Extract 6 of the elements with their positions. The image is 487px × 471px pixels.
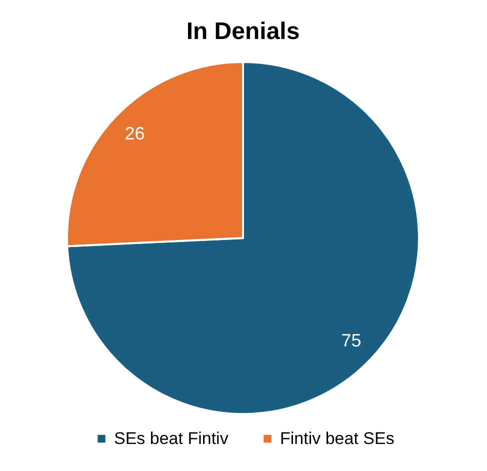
data-label: 75 — [341, 330, 362, 350]
legend-label: Fintiv beat SEs — [280, 428, 394, 448]
data-label: 26 — [124, 124, 145, 144]
legend-label: SEs beat Fintiv — [114, 428, 229, 448]
pie-slice — [66, 61, 420, 415]
chart-title: In Denials — [186, 18, 300, 45]
